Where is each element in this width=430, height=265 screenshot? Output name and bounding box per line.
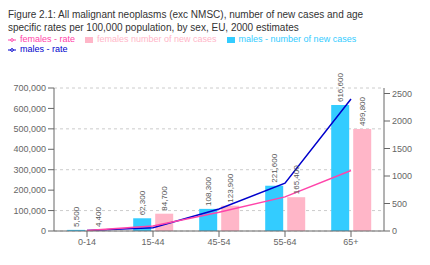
html-text:females number of new cases: females number of new cases bbox=[97, 34, 217, 44]
svg-text:4,400: 4,400 bbox=[94, 207, 103, 228]
svg-text:165,400: 165,400 bbox=[292, 165, 301, 194]
svg-text:55-64: 55-64 bbox=[273, 237, 296, 247]
svg-text:300,000: 300,000 bbox=[13, 165, 46, 175]
svg-text:45-54: 45-54 bbox=[207, 237, 230, 247]
svg-text:2000: 2000 bbox=[392, 116, 412, 126]
svg-text:5,500: 5,500 bbox=[72, 206, 81, 227]
svg-text:0: 0 bbox=[41, 226, 46, 236]
html-text:males - rate: males - rate bbox=[20, 44, 68, 54]
html-text:females - rate: females - rate bbox=[20, 34, 75, 44]
svg-text:123,900: 123,900 bbox=[226, 173, 235, 202]
svg-text:84,700: 84,700 bbox=[160, 186, 169, 211]
svg-text:616,600: 616,600 bbox=[336, 73, 345, 102]
svg-text:1000: 1000 bbox=[392, 171, 412, 181]
svg-text:108,300: 108,300 bbox=[204, 176, 213, 205]
svg-text:0-14: 0-14 bbox=[78, 237, 96, 247]
svg-text:62,300: 62,300 bbox=[138, 190, 147, 215]
svg-text:65+: 65+ bbox=[343, 237, 358, 247]
svg-text:2500: 2500 bbox=[392, 89, 412, 99]
svg-text:500: 500 bbox=[392, 199, 407, 209]
svg-text:500,000: 500,000 bbox=[13, 124, 46, 134]
svg-text:1500: 1500 bbox=[392, 144, 412, 154]
html-text:specific rates per 100,000 pop: specific rates per 100,000 population, b… bbox=[8, 22, 299, 33]
svg-text:221,600: 221,600 bbox=[270, 153, 279, 182]
svg-text:499,800: 499,800 bbox=[358, 96, 367, 125]
html-text:males - number of new cases: males - number of new cases bbox=[238, 34, 357, 44]
html-text:Figure 2.1: All malignant neop: Figure 2.1: All malignant neoplasms (exc… bbox=[8, 9, 364, 20]
svg-text:15-44: 15-44 bbox=[141, 237, 164, 247]
svg-text:400,000: 400,000 bbox=[13, 144, 46, 154]
svg-text:200,000: 200,000 bbox=[13, 185, 46, 195]
svg-text:600,000: 600,000 bbox=[13, 104, 46, 114]
svg-text:100,000: 100,000 bbox=[13, 206, 46, 216]
svg-text:700,000: 700,000 bbox=[13, 83, 46, 93]
svg-text:0: 0 bbox=[392, 226, 397, 236]
